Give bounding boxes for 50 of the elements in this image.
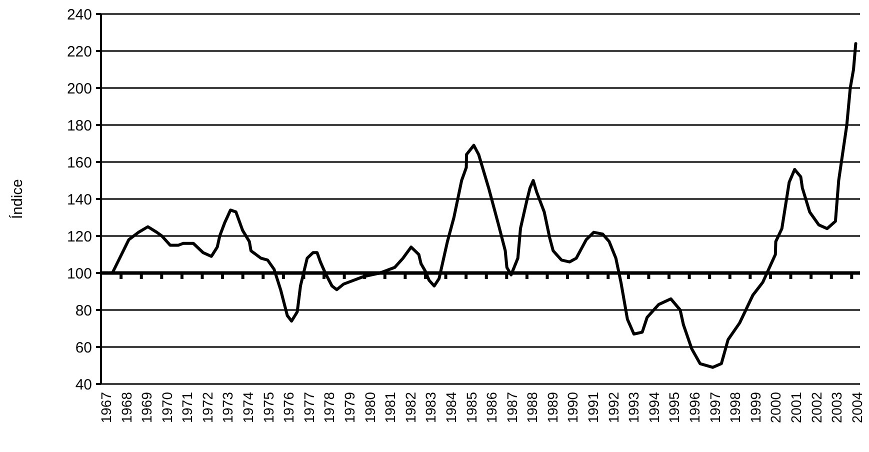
x-tick-label: 1999 [747,392,764,424]
x-tick-label: 1984 [442,392,459,424]
y-tick-label: 220 [66,43,92,60]
y-tick-label: 60 [75,339,92,356]
x-tick-label: 1989 [544,392,560,424]
y-tick-label: 240 [66,6,92,24]
x-tick-label: 1992 [605,392,622,424]
x-tick-label: 1967 [98,392,114,424]
y-tick-label: 200 [66,80,92,98]
x-tick-label: 1997 [706,392,723,424]
x-tick-label: 1981 [382,392,398,424]
x-tick-label: 1988 [524,392,540,424]
x-tick-label: 1986 [484,392,500,424]
y-axis-title: Índice [8,178,26,220]
x-tick-label: 1998 [727,392,744,424]
x-tick-label: 2004 [848,392,865,424]
y-tick-label: 100 [66,265,92,282]
y-tick-label: 160 [66,154,92,172]
x-tick-label: 1974 [240,392,256,424]
x-tick-label: 1987 [504,392,520,424]
y-tick-label: 40 [75,376,92,394]
x-tick-label: 1990 [564,392,581,424]
x-tick-label: 1976 [280,392,297,424]
x-tick-label: 1993 [626,392,642,424]
y-tick-label: 80 [75,302,92,320]
x-tick-label: 1979 [342,392,358,424]
x-tick-label: 1982 [402,392,418,424]
x-tick-label: 1970 [158,392,175,424]
x-tick-label: 1996 [686,392,703,424]
x-tick-label: 1994 [646,392,662,424]
x-tick-label: 2001 [788,392,804,424]
x-tick-label: 1977 [300,392,317,424]
x-tick-label: 1980 [362,392,378,424]
x-tick-label: 1978 [321,392,338,424]
x-tick-label: 1991 [585,392,602,424]
x-tick-label: 1973 [220,392,236,424]
x-tick-label: 2003 [828,392,845,424]
y-tick-label: 140 [66,191,92,208]
x-tick-label: 1968 [118,392,134,424]
x-tick-label: 1985 [463,392,480,424]
x-tick-label: 2000 [768,392,784,424]
y-tick-label: 180 [66,117,92,134]
x-tick-label: 1971 [179,392,196,424]
x-tick-label: 1972 [199,392,216,424]
x-tick-label: 1983 [422,392,439,424]
y-tick-label: 120 [66,228,92,246]
x-tick-label: 1995 [666,392,682,424]
x-tick-label: 1969 [138,392,155,424]
x-tick-label: 2002 [808,392,824,424]
x-tick-label: 1975 [260,392,276,424]
